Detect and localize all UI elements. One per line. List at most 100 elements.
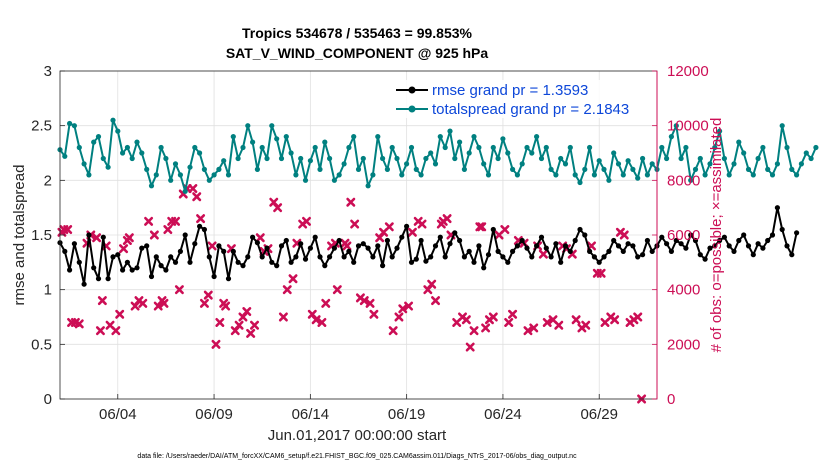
y-right-tick-label: 2000 — [667, 336, 700, 353]
totalspread-point — [192, 144, 198, 151]
rmse-point — [447, 241, 453, 247]
legend-spread-label: totalspread grand pr = 2.1843 — [432, 101, 629, 118]
rmse-point — [177, 248, 183, 254]
rmse-point — [423, 258, 429, 264]
rmse-point — [731, 248, 737, 254]
totalspread-point — [587, 144, 593, 151]
rmse-point — [360, 241, 366, 247]
rmse-point — [572, 237, 578, 244]
obs-assimilated-marker — [365, 298, 375, 308]
totalspread-point — [144, 166, 150, 172]
rmse-point — [442, 254, 448, 260]
obs-assimilated-marker — [74, 319, 84, 329]
obs-x-stroke — [171, 216, 181, 226]
rmse-point — [124, 259, 130, 265]
obs-x-stroke — [226, 244, 236, 254]
obs-assimilated-marker — [211, 339, 221, 349]
x-tick-label: 06/29 — [580, 406, 618, 423]
obs-assimilated-marker — [246, 328, 256, 338]
rmse-point — [240, 263, 246, 269]
obs-x-stroke — [144, 216, 154, 226]
rmse-point — [509, 248, 516, 254]
totalspread-point — [148, 183, 155, 189]
obs-x-stroke — [633, 312, 643, 322]
rmse-point — [91, 265, 97, 271]
totalspread-series-line — [59, 119, 817, 193]
rmse-point — [418, 237, 424, 244]
totalspread-point — [481, 161, 487, 167]
totalspread-point — [678, 155, 684, 162]
y-right-tick-label: 10000 — [667, 118, 709, 135]
totalspread-point — [611, 150, 617, 156]
obs-assimilated-marker — [475, 222, 485, 232]
obs-assimilated-marker — [610, 315, 620, 325]
rmse-point — [553, 241, 559, 247]
rmse-point — [471, 259, 477, 265]
totalspread-point — [341, 161, 347, 167]
series-layer — [57, 117, 819, 404]
totalspread-point — [794, 172, 800, 178]
obs-assimilated-marker — [92, 233, 102, 243]
rmse-point — [375, 243, 381, 249]
obs-x-stroke — [92, 233, 102, 243]
obs-x-stroke — [465, 342, 475, 352]
obs-assimilated-marker — [242, 307, 252, 317]
rmse-point — [562, 243, 569, 249]
obs-assimilated-marker — [203, 290, 213, 300]
rmse-point — [505, 259, 511, 265]
obs-x-stroke — [188, 184, 198, 194]
obs-assimilated-marker — [97, 296, 107, 306]
obs-assimilated-marker — [159, 298, 169, 308]
rmse-point — [794, 230, 800, 236]
rmse-point — [182, 232, 188, 238]
rmse-point — [163, 267, 169, 273]
totalspread-point — [100, 155, 106, 162]
chart-subtitle: SAT_V_WIND_COMPONENT @ 925 hPa — [226, 45, 489, 61]
obs-assimilated-marker — [388, 326, 398, 336]
totalspread-point — [789, 166, 795, 172]
obs-assimilated-marker — [596, 268, 606, 278]
obs-x-stroke — [417, 219, 427, 229]
totalspread-point — [293, 172, 299, 178]
x-axis: 06/04 06/09 06/14 06/19 06/24 06/29 — [99, 394, 618, 423]
rmse-point — [707, 245, 713, 251]
obs-x-stroke — [174, 285, 184, 295]
totalspread-point — [798, 161, 805, 167]
rmse-point — [259, 254, 265, 260]
obs-assimilated-marker — [149, 230, 159, 240]
obs-x-stroke — [342, 241, 352, 251]
rmse-point — [587, 248, 593, 254]
obs-assimilated-marker — [63, 225, 73, 235]
rmse-point — [543, 245, 549, 251]
totalspread-point — [264, 155, 270, 162]
obs-assimilated-marker — [124, 233, 134, 243]
rmse-point — [649, 248, 655, 254]
legend-spread-marker — [408, 105, 416, 113]
obs-x-stroke — [138, 298, 148, 308]
rmse-point — [692, 237, 699, 244]
totalspread-point — [250, 139, 256, 145]
totalspread-point — [562, 161, 569, 167]
rmse-point — [351, 259, 357, 265]
obs-x-stroke — [317, 317, 327, 327]
rmse-point — [678, 241, 684, 247]
totalspread-point — [163, 155, 169, 162]
obs-assimilated-marker — [288, 274, 298, 284]
totalspread-point — [245, 123, 251, 129]
rmse-point — [206, 254, 212, 260]
totalspread-point — [640, 155, 646, 162]
rmse-point — [67, 267, 73, 273]
totalspread-point — [370, 172, 376, 178]
totalspread-point — [461, 166, 467, 172]
rmse-point — [476, 243, 482, 249]
totalspread-point — [172, 161, 179, 167]
totalspread-point — [307, 158, 313, 164]
rmse-series-line — [59, 206, 798, 286]
legend: rmse grand pr = 1.3593 totalspread grand… — [392, 80, 656, 118]
totalspread-point — [274, 136, 280, 142]
obs-assimilated-marker — [369, 309, 379, 319]
totalspread-point — [664, 155, 670, 162]
rmse-point — [784, 243, 790, 249]
obs-x-stroke — [407, 227, 417, 237]
rmse-point — [62, 248, 68, 254]
